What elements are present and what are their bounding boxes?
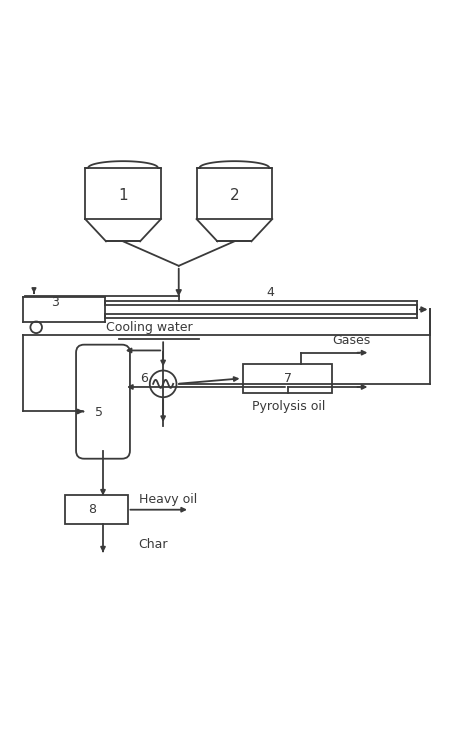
Text: Char: Char	[138, 538, 168, 551]
Text: 3: 3	[51, 296, 59, 309]
Text: Gases: Gases	[332, 334, 371, 348]
Text: 2: 2	[230, 188, 239, 204]
Text: Cooling water: Cooling water	[106, 321, 193, 333]
Text: Heavy oil: Heavy oil	[138, 494, 197, 506]
Bar	[65, 495, 128, 524]
Text: 1: 1	[118, 188, 128, 204]
Text: 5: 5	[96, 406, 103, 419]
Text: 6: 6	[140, 372, 147, 385]
Text: Pyrolysis oil: Pyrolysis oil	[252, 400, 326, 413]
Bar	[244, 364, 332, 393]
Text: 4: 4	[266, 286, 274, 299]
Text: 7: 7	[284, 372, 292, 385]
Text: 8: 8	[88, 503, 96, 516]
